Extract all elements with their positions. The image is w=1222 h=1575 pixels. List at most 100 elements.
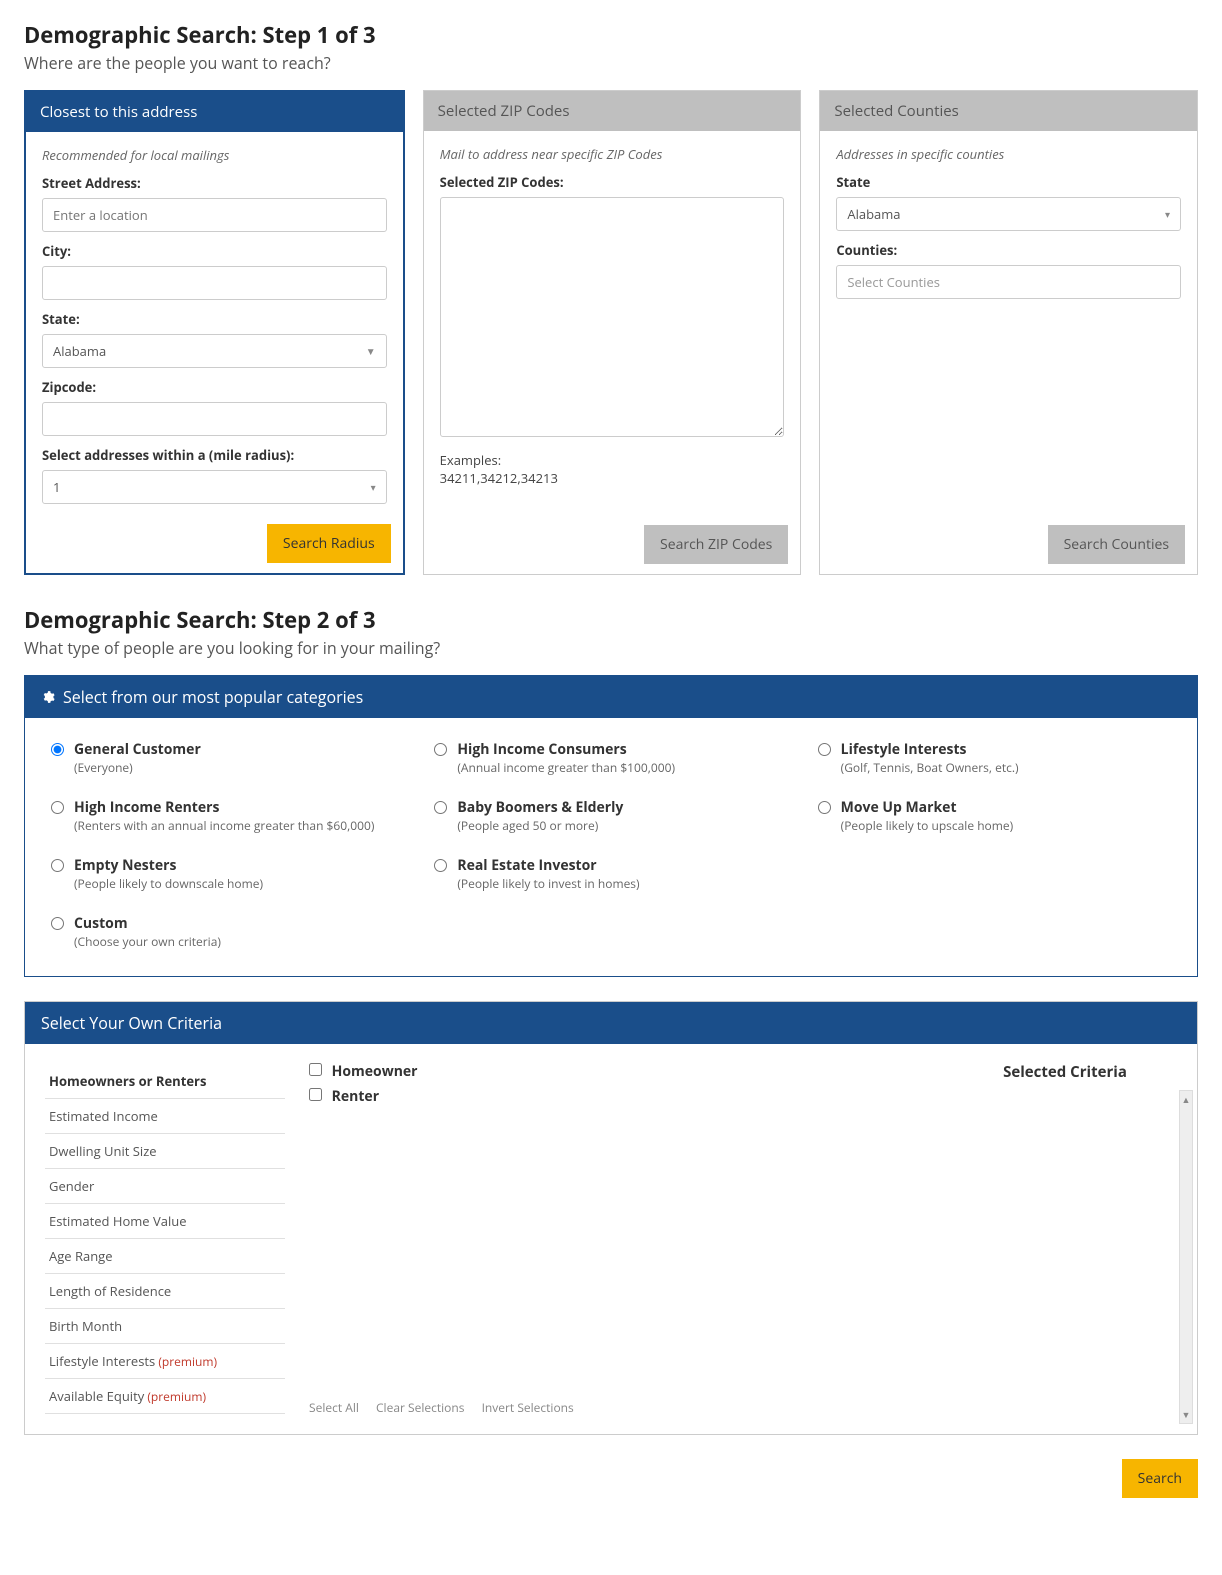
- category-radio[interactable]: [51, 859, 64, 872]
- own-criteria-header: Select Your Own Criteria: [25, 1002, 1197, 1044]
- criteria-item[interactable]: Estimated Home Value: [45, 1204, 285, 1239]
- invert-selections-link[interactable]: Invert Selections: [482, 1399, 574, 1416]
- category-title: Lifestyle Interests: [841, 740, 1019, 759]
- zip-textarea[interactable]: [440, 197, 785, 437]
- category-title: General Customer: [74, 740, 201, 759]
- criteria-item[interactable]: Birth Month: [45, 1309, 285, 1344]
- category-title: Empty Nesters: [74, 856, 263, 875]
- street-label: Street Address:: [42, 174, 387, 192]
- zip-hint: Mail to address near specific ZIP Codes: [440, 145, 785, 163]
- panel-zip-codes: Selected ZIP Codes Mail to address near …: [423, 90, 802, 575]
- panel-closest-address: Closest to this address Recommended for …: [24, 90, 405, 575]
- category-title: Baby Boomers & Elderly: [457, 798, 623, 817]
- search-button[interactable]: Search: [1122, 1459, 1198, 1498]
- chevron-down-icon: ▾: [1165, 207, 1170, 221]
- radius-select-value: 1: [53, 478, 60, 496]
- step2-heading: Demographic Search: Step 2 of 3: [24, 605, 1198, 635]
- search-radius-button[interactable]: Search Radius: [267, 524, 391, 563]
- premium-badge: (premium): [155, 1353, 217, 1370]
- category-title: Custom: [74, 914, 221, 933]
- category-desc: (People likely to upscale home): [841, 817, 1014, 834]
- counties-state-select[interactable]: Alabama ▾: [836, 197, 1181, 231]
- street-input[interactable]: [42, 198, 387, 232]
- category-desc: (Everyone): [74, 759, 201, 776]
- criteria-item[interactable]: Available Equity (premium): [45, 1379, 285, 1414]
- select-all-link[interactable]: Select All: [309, 1399, 359, 1416]
- category-item[interactable]: High Income Renters(Renters with an annu…: [51, 798, 404, 834]
- panel-header-address[interactable]: Closest to this address: [26, 92, 403, 132]
- gear-icon: [41, 690, 55, 704]
- category-radio[interactable]: [434, 859, 447, 872]
- counties-select[interactable]: Select Counties: [836, 265, 1181, 299]
- zipcode-label: Zipcode:: [42, 378, 387, 396]
- category-radio[interactable]: [51, 743, 64, 756]
- category-item[interactable]: General Customer(Everyone): [51, 740, 404, 776]
- criteria-checkboxes: Homeowner Renter: [309, 1062, 913, 1112]
- category-title: Real Estate Investor: [457, 856, 639, 875]
- state-label: State:: [42, 310, 387, 328]
- criteria-checkbox[interactable]: [309, 1088, 322, 1101]
- search-zip-button[interactable]: Search ZIP Codes: [644, 525, 788, 564]
- category-radio[interactable]: [51, 801, 64, 814]
- category-item[interactable]: Custom(Choose your own criteria): [51, 914, 404, 950]
- criteria-item[interactable]: Age Range: [45, 1239, 285, 1274]
- zip-list-label: Selected ZIP Codes:: [440, 173, 785, 191]
- category-radio[interactable]: [51, 917, 64, 930]
- category-item[interactable]: Baby Boomers & Elderly(People aged 50 or…: [434, 798, 787, 834]
- category-item[interactable]: Lifestyle Interests(Golf, Tennis, Boat O…: [818, 740, 1171, 776]
- city-input[interactable]: [42, 266, 387, 300]
- panel-header-counties[interactable]: Selected Counties: [820, 91, 1197, 131]
- zip-examples-value: 34211,34212,34213: [440, 469, 785, 487]
- category-radio[interactable]: [818, 801, 831, 814]
- criteria-checkbox-row: Renter: [309, 1087, 913, 1106]
- zipcode-input[interactable]: [42, 402, 387, 436]
- panel-own-criteria: Select Your Own Criteria Homeowners or R…: [24, 1001, 1198, 1435]
- criteria-item[interactable]: Estimated Income: [45, 1099, 285, 1134]
- category-desc: (Golf, Tennis, Boat Owners, etc.): [841, 759, 1019, 776]
- popular-header-text: Select from our most popular categories: [63, 686, 363, 708]
- category-radio[interactable]: [434, 743, 447, 756]
- category-item[interactable]: High Income Consumers(Annual income grea…: [434, 740, 787, 776]
- category-item[interactable]: Empty Nesters(People likely to downscale…: [51, 856, 404, 892]
- premium-badge: (premium): [144, 1388, 206, 1405]
- category-radio[interactable]: [434, 801, 447, 814]
- criteria-item[interactable]: Gender: [45, 1169, 285, 1204]
- criteria-item[interactable]: Homeowners or Renters: [45, 1064, 285, 1099]
- scroll-down-icon[interactable]: ▼: [1180, 1406, 1193, 1423]
- step1-subheading: Where are the people you want to reach?: [24, 52, 1198, 74]
- category-radio[interactable]: [818, 743, 831, 756]
- panel-popular-categories: Select from our most popular categories …: [24, 675, 1198, 977]
- address-hint: Recommended for local mailings: [42, 146, 387, 164]
- category-desc: (Renters with an annual income greater t…: [74, 817, 374, 834]
- criteria-checkbox-label: Homeowner: [332, 1062, 418, 1081]
- criteria-checkbox[interactable]: [309, 1063, 322, 1076]
- category-item[interactable]: Move Up Market(People likely to upscale …: [818, 798, 1171, 834]
- criteria-item[interactable]: Dwelling Unit Size: [45, 1134, 285, 1169]
- counties-hint: Addresses in specific counties: [836, 145, 1181, 163]
- radius-label: Select addresses within a (mile radius):: [42, 446, 387, 464]
- search-counties-button[interactable]: Search Counties: [1048, 525, 1185, 564]
- state-select[interactable]: Alabama ▼: [42, 334, 387, 368]
- step2-subheading: What type of people are you looking for …: [24, 637, 1198, 659]
- counties-label: Counties:: [836, 241, 1181, 259]
- criteria-item[interactable]: Length of Residence: [45, 1274, 285, 1309]
- city-label: City:: [42, 242, 387, 260]
- radius-select[interactable]: 1 ▾: [42, 470, 387, 504]
- selection-actions: Select All Clear Selections Invert Selec…: [309, 1399, 913, 1416]
- category-desc: (People aged 50 or more): [457, 817, 623, 834]
- category-item[interactable]: Real Estate Investor(People likely to in…: [434, 856, 787, 892]
- criteria-checkbox-row: Homeowner: [309, 1062, 913, 1081]
- counties-state-label: State: [836, 173, 1181, 191]
- scroll-up-icon[interactable]: ▲: [1180, 1091, 1193, 1108]
- step1-panels: Closest to this address Recommended for …: [24, 90, 1198, 575]
- category-title: High Income Renters: [74, 798, 374, 817]
- criteria-item[interactable]: Lifestyle Interests (premium): [45, 1344, 285, 1379]
- category-desc: (People likely to downscale home): [74, 875, 263, 892]
- chevron-down-icon: ▾: [371, 480, 376, 494]
- clear-selections-link[interactable]: Clear Selections: [376, 1399, 464, 1416]
- panel-header-zip[interactable]: Selected ZIP Codes: [424, 91, 801, 131]
- zip-examples-label: Examples:: [440, 451, 785, 469]
- scrollbar[interactable]: ▲ ▼: [1179, 1090, 1193, 1424]
- category-title: High Income Consumers: [457, 740, 675, 759]
- categories-grid: General Customer(Everyone) High Income Co…: [25, 718, 1197, 976]
